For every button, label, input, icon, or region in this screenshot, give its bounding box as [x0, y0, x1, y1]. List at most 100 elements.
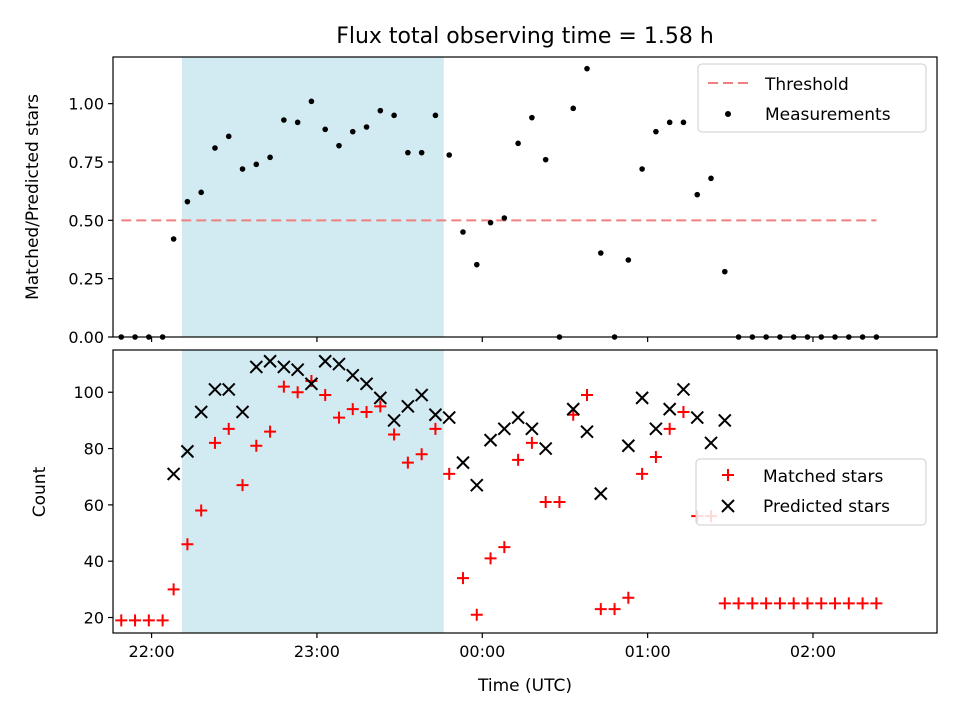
predicted-star-point — [704, 436, 718, 450]
matched-star-point — [291, 386, 304, 399]
predicted-star-point — [318, 354, 332, 368]
bottom-observing-interval-shade — [181, 350, 444, 633]
predicted-star-point — [483, 433, 498, 447]
measurement-point — [446, 152, 453, 158]
matched-star-point — [156, 614, 169, 627]
measurement-point — [391, 112, 397, 119]
matched-stars-legend-label: Matched stars — [763, 467, 883, 487]
x-tick-label: 00:00 — [459, 642, 505, 661]
measurement-point — [349, 128, 356, 135]
matched-star-point — [760, 597, 773, 610]
measurement-point — [405, 149, 411, 156]
predicted-star-point — [566, 402, 580, 416]
top-y-tick-label: 0.25 — [68, 270, 104, 289]
matched-star-point — [829, 597, 842, 610]
top-y-tick-label: 0.50 — [68, 211, 104, 230]
matched-star-point — [622, 591, 635, 604]
bottom-y-tick-label: 40 — [84, 552, 104, 571]
matched-star-point — [663, 422, 676, 435]
predicted-star-point — [194, 405, 208, 419]
predicted-star-point — [690, 410, 704, 425]
matched-star-point — [567, 408, 580, 421]
matched-star-point — [525, 436, 538, 449]
matched-star-point — [608, 603, 621, 616]
measurement-point — [542, 156, 549, 163]
top-legend: Threshold Measurements — [697, 63, 927, 133]
matched-star-point — [677, 405, 690, 418]
measurements-legend-label: Measurements — [765, 105, 891, 125]
predicted-star-point — [621, 439, 636, 453]
matched-star-point — [732, 597, 745, 610]
predicted-star-point — [414, 388, 429, 402]
measurement-point — [529, 114, 535, 121]
predicted-star-point — [263, 354, 277, 368]
matched-star-point — [277, 380, 290, 393]
predicted-star-point — [662, 402, 677, 416]
measurement-point — [432, 112, 439, 119]
predicted-star-point — [373, 391, 388, 405]
measurement-point — [239, 166, 246, 172]
top-x-axis-ticks — [150, 337, 814, 342]
top-legend-box — [697, 63, 927, 133]
measurement-point — [281, 117, 287, 123]
bottom-legend: Matched stars Predicted stars — [695, 458, 927, 526]
measurement-point — [253, 161, 260, 168]
top-y-tick-label: 0.00 — [68, 328, 104, 347]
matched-star-point — [360, 405, 373, 418]
bottom-y-tick-label: 60 — [84, 496, 104, 515]
matched-star-point — [429, 422, 442, 435]
measurement-point — [515, 140, 521, 147]
measurement-point — [653, 128, 659, 135]
bottom-x-axis-ticks: 22:00 23:00 00:00 01:00 02:00 — [129, 633, 836, 661]
x-tick-label: 01:00 — [625, 642, 671, 661]
measurement-point — [708, 175, 714, 182]
matched-star-point — [539, 496, 552, 509]
predicted-star-point — [442, 410, 456, 425]
predicted-star-point — [290, 363, 305, 377]
predicted-star-point — [222, 382, 236, 397]
predicted-star-point — [166, 467, 181, 481]
matched-star-point — [746, 597, 759, 610]
matched-star-point — [142, 614, 155, 627]
measurement-point — [198, 189, 204, 196]
measurement-point — [322, 126, 329, 133]
matched-star-point — [581, 389, 594, 402]
predicted-star-point — [180, 444, 195, 459]
matched-star-point — [129, 614, 142, 627]
matched-star-point — [115, 614, 128, 627]
x-tick-label: 02:00 — [790, 642, 836, 661]
measurement-point — [694, 191, 701, 198]
matched-star-point — [250, 439, 263, 452]
predicted-stars-series — [166, 354, 732, 501]
bottom-legend-box — [695, 458, 927, 526]
matched-star-point — [498, 541, 511, 554]
measurement-point — [184, 198, 191, 205]
predicted-star-point — [580, 424, 594, 439]
measurement-point — [680, 119, 687, 126]
predicted-star-point — [235, 405, 250, 419]
predicted-star-point — [304, 377, 319, 391]
x-tick-label: 22:00 — [129, 642, 175, 661]
measurement-point — [460, 229, 466, 235]
predicted-star-point — [718, 413, 732, 428]
x-tick-label: 23:00 — [294, 642, 340, 661]
matched-star-point — [856, 597, 869, 610]
predicted-star-point — [594, 486, 608, 501]
bottom-plot-frame — [112, 349, 938, 634]
matched-star-point — [401, 456, 414, 469]
predicted-stars-legend-swatch — [721, 499, 735, 513]
matched-star-point — [388, 428, 401, 441]
predicted-star-point — [635, 391, 649, 405]
matched-star-point — [842, 597, 855, 610]
matched-star-point — [208, 436, 221, 449]
predicted-star-point — [401, 399, 415, 414]
predicted-stars-legend-label: Predicted stars — [763, 497, 890, 517]
matched-star-point — [415, 448, 428, 461]
matched-star-point — [195, 504, 208, 517]
matched-star-point — [264, 425, 277, 438]
measurement-point — [625, 257, 632, 263]
measurement-point — [597, 250, 604, 256]
top-panel: Flux total observing time = 1.58 h 0.000… — [23, 24, 938, 347]
matched-stars-legend-swatch — [722, 469, 734, 481]
matched-star-point — [649, 451, 662, 464]
